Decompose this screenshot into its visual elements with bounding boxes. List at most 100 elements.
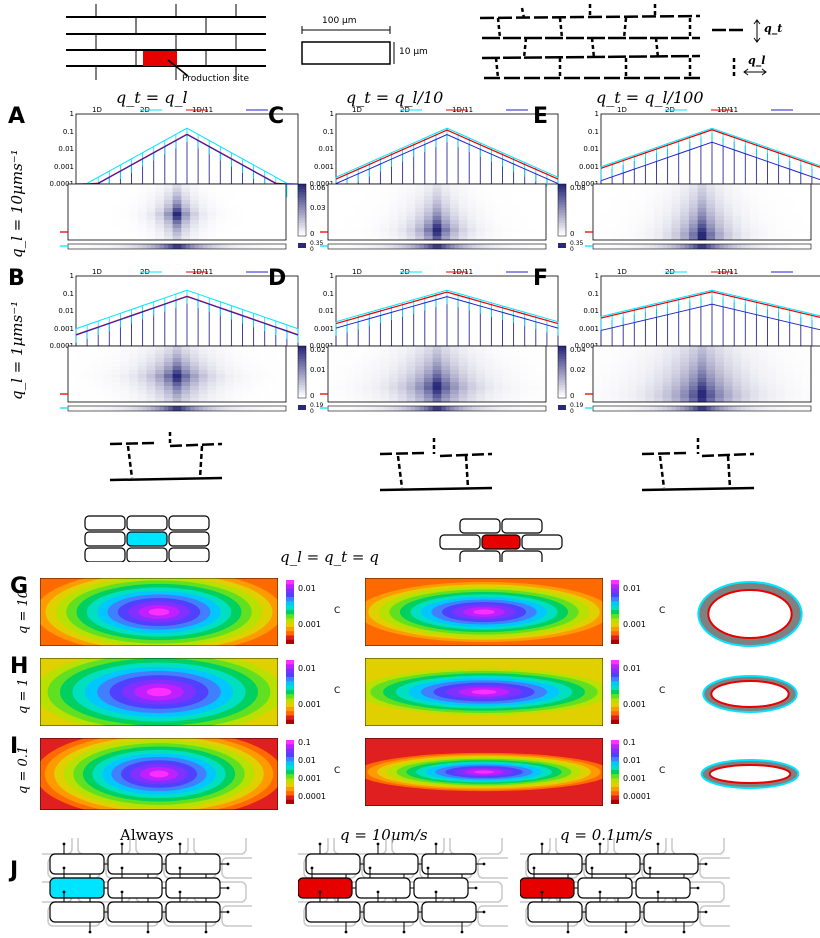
heatmap-cell — [784, 184, 794, 189]
heatmap-cell — [172, 208, 182, 213]
heatmap-cell — [450, 216, 460, 221]
heatmap-cell — [111, 346, 121, 351]
heatmap-cell — [172, 216, 182, 221]
heatmap-cell — [233, 208, 243, 213]
strip-cell — [172, 406, 178, 411]
heatmap-cell — [198, 196, 208, 201]
heatmap-cell — [784, 362, 794, 367]
heatmap-cell — [277, 224, 287, 229]
colorbar-frame — [557, 345, 567, 399]
arrow-head — [704, 862, 708, 866]
heatmap-cell — [155, 232, 165, 237]
strip-cell — [89, 406, 95, 411]
strip-cell — [277, 244, 283, 249]
heatmap-cell — [94, 354, 104, 359]
strip-cell — [789, 406, 794, 411]
contour-map — [365, 658, 603, 726]
heatmap-cell — [242, 236, 252, 241]
heatmap-cell — [793, 236, 803, 241]
heatmap-cell — [601, 220, 611, 225]
heatmap-cell — [645, 232, 655, 237]
heatmap-cell — [484, 228, 495, 233]
heatmap-cell — [146, 200, 156, 205]
strip-cell — [749, 406, 755, 411]
heatmap-cell — [251, 228, 261, 233]
heatmap-cell — [671, 236, 681, 241]
y-tick-label: 1 — [329, 110, 334, 118]
heatmap-cell — [767, 398, 777, 403]
heatmap-cell — [111, 386, 121, 391]
heatmap-cell — [749, 398, 760, 403]
heatmap-cell — [610, 232, 620, 237]
heatmap-cell — [715, 204, 725, 209]
strip-cell — [251, 406, 256, 411]
heatmap-cell — [268, 390, 278, 395]
heatmap-cell — [224, 216, 235, 221]
heatmap-cell — [511, 394, 521, 399]
heatmap-cell — [528, 382, 538, 387]
heatmap-cell — [423, 390, 434, 395]
heatmap-cell — [697, 386, 707, 391]
heatmap-cell — [593, 378, 603, 383]
heatmap-cell — [450, 366, 460, 371]
heatmap-cell — [467, 362, 477, 367]
heatmap-cell — [129, 350, 139, 355]
heatmap-cell — [706, 212, 716, 217]
heatmap-cell — [172, 350, 182, 355]
heatmap-cell — [654, 200, 664, 205]
heatmap-cell — [610, 366, 620, 371]
heatmap-cell — [406, 184, 416, 189]
strip-cell — [255, 244, 261, 249]
heatmap-cell — [619, 370, 629, 375]
heatmap-cell — [776, 350, 786, 355]
heatmap-cell — [371, 236, 381, 241]
heatmap-cell — [493, 398, 503, 403]
heatmap-cell — [68, 358, 78, 363]
heatmap-cell — [645, 350, 655, 355]
heatmap-cell — [172, 386, 182, 391]
heatmap-cell — [268, 192, 278, 197]
heatmap-cell — [537, 358, 547, 363]
heatmap-cell — [415, 370, 425, 375]
heatmap-cell — [715, 350, 725, 355]
strip-cell — [246, 244, 252, 249]
heatmap-cell — [671, 366, 681, 371]
arrow-head — [566, 930, 570, 934]
heatmap-cell — [793, 188, 803, 193]
heatmap-cell — [146, 220, 156, 225]
strip-cell — [771, 406, 777, 411]
heatmap-cell — [137, 386, 147, 391]
heatmap-cell — [432, 346, 442, 351]
heatmap-cell — [528, 374, 538, 379]
heatmap-cell — [732, 350, 742, 355]
heatmap-cell — [767, 192, 777, 197]
heatmap-cell — [458, 188, 468, 193]
heatmap-cell — [415, 236, 425, 241]
strip-cell — [597, 406, 603, 411]
heatmap-cell — [406, 346, 416, 351]
heatmap-cell — [776, 212, 786, 217]
heatmap-cell — [406, 208, 416, 213]
series-2d-line — [335, 129, 559, 180]
heatmap-cell — [723, 354, 733, 359]
heatmap-cell — [242, 220, 252, 225]
strip-cell — [654, 406, 659, 411]
colorbar-cell — [611, 761, 619, 766]
heatmap-cell — [85, 398, 95, 403]
heatmap-cell — [528, 200, 538, 205]
strip-cell — [238, 406, 243, 411]
heatmap-cell — [511, 374, 521, 379]
heatmap-cell — [155, 200, 165, 205]
panel-a: A 1D 2D 1D/11 1 0.1 0.01 0.001 0.0001 0.06 0.03 0 0.… — [8, 104, 326, 268]
heatmap-cell — [268, 232, 278, 237]
heatmap-cell — [723, 212, 733, 217]
heatmap-cell — [102, 394, 112, 399]
strip-cell — [259, 244, 265, 249]
strip-cell — [658, 406, 664, 411]
heatmap-cell — [519, 216, 529, 221]
heatmap-cell — [758, 204, 768, 209]
heatmap-cell — [181, 382, 191, 387]
heatmap-cell — [793, 184, 803, 189]
heatmap-cell — [172, 366, 182, 371]
heatmap-cell — [776, 382, 786, 387]
